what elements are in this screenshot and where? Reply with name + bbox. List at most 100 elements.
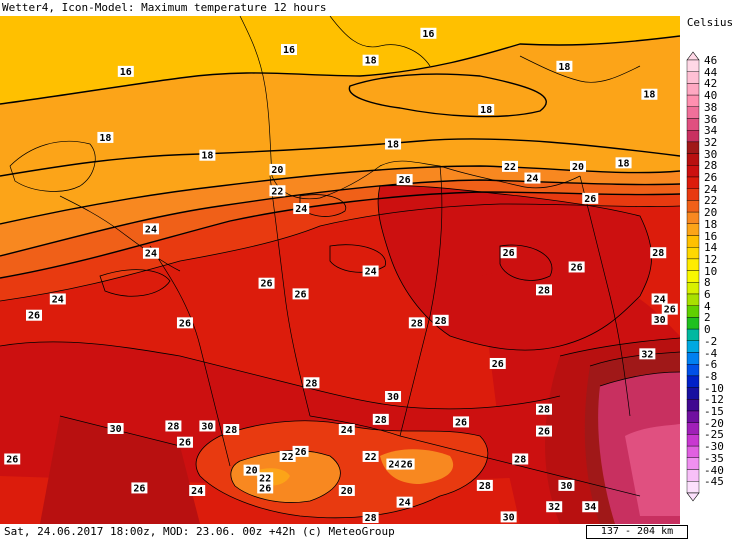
svg-text:28: 28	[167, 421, 179, 432]
contour-label: 30	[199, 420, 216, 432]
legend-swatch	[686, 270, 700, 283]
contour-label: 28	[650, 247, 667, 259]
legend-level-label: -12	[704, 393, 724, 407]
legend-swatch	[686, 176, 700, 189]
legend-level-label: -4	[704, 346, 718, 360]
contour-label: 24	[386, 458, 403, 471]
contour-label: 28	[303, 377, 320, 389]
svg-text:16: 16	[422, 29, 434, 40]
legend-swatch	[686, 246, 700, 260]
legend-swatch	[686, 282, 700, 295]
contour-label: 28	[476, 479, 493, 492]
svg-text:28: 28	[538, 285, 550, 296]
legend-level-label: -40	[704, 463, 724, 477]
contour-label: 26	[292, 445, 309, 458]
legend-level-label: -35	[704, 451, 724, 465]
svg-text:28: 28	[411, 318, 423, 329]
svg-text:22: 22	[271, 186, 283, 197]
contour-label: 22	[257, 472, 274, 484]
svg-text:26: 26	[503, 248, 515, 259]
svg-text:26: 26	[571, 262, 583, 273]
svg-text:18: 18	[365, 56, 377, 67]
legend-swatch	[686, 258, 700, 271]
contour-label: 28	[372, 413, 389, 426]
legend-swatch	[686, 83, 700, 96]
legend-swatch	[686, 94, 700, 107]
svg-text:26: 26	[401, 460, 413, 471]
legend-level-label: 0	[704, 323, 711, 337]
contour-label: 24	[524, 172, 541, 185]
contour-label: 24	[362, 265, 379, 278]
legend-level-label: -6	[704, 358, 718, 372]
legend-level-label: 10	[704, 264, 718, 278]
contour-label: 22	[269, 185, 286, 197]
contour-label: 28	[432, 314, 449, 327]
svg-text:24: 24	[52, 294, 64, 305]
legend-level-label: 2	[704, 311, 711, 325]
svg-text:26: 26	[455, 417, 467, 428]
svg-text:18: 18	[558, 62, 570, 73]
legend-level-label: 4	[704, 299, 711, 313]
legend-swatch	[686, 340, 700, 353]
contour-label: 26	[176, 317, 193, 329]
legend-level-label: 32	[704, 135, 718, 149]
svg-text:30: 30	[387, 392, 399, 403]
legend-level-label: 14	[704, 241, 718, 255]
svg-text:26: 26	[261, 279, 273, 290]
contour-label: 28	[512, 453, 529, 465]
contour-label: 28	[536, 403, 552, 416]
legend-level-label: 22	[704, 194, 718, 208]
contour-label: 30	[558, 479, 575, 492]
legend-swatch	[686, 352, 700, 365]
legend-swatch	[686, 200, 700, 213]
contour-label: 24	[651, 293, 668, 305]
legend-arrow-top	[686, 51, 700, 61]
legend-level-label: 36	[704, 112, 718, 126]
map-title: Wetter4, Icon-Model: Maximum temperature…	[2, 1, 327, 14]
contour-label: 26	[4, 453, 21, 465]
contour-label: 26	[582, 192, 599, 205]
svg-text:24: 24	[295, 204, 307, 215]
temperature-map[interactable]: 16 16 16 18 18 18 18 18 18 18 18 20 20 22 24 26 22 26 24 24…	[0, 16, 680, 524]
legend-level-label: 42	[704, 77, 718, 91]
svg-text:28: 28	[305, 378, 317, 389]
svg-text:24: 24	[145, 249, 157, 260]
svg-text:22: 22	[365, 452, 377, 463]
svg-text:34: 34	[584, 502, 596, 513]
svg-text:26: 26	[179, 438, 191, 449]
svg-text:28: 28	[435, 316, 447, 327]
svg-text:26: 26	[259, 483, 271, 494]
svg-text:18: 18	[643, 90, 655, 101]
contour-label: 24	[49, 293, 66, 305]
svg-text:26: 26	[295, 289, 307, 300]
contour-label: 26	[292, 288, 309, 300]
svg-text:28: 28	[514, 454, 526, 465]
legend-level-label: -45	[704, 475, 724, 489]
svg-text:26: 26	[179, 318, 191, 329]
svg-text:32: 32	[548, 502, 560, 513]
legend-level-label: -10	[704, 381, 724, 395]
svg-text:20: 20	[572, 162, 584, 173]
legend-swatch	[686, 364, 700, 377]
contour-label: 24	[189, 484, 206, 497]
contour-label: 28	[165, 420, 182, 432]
legend-level-label: -2	[704, 334, 718, 348]
contour-label: 16	[281, 44, 297, 56]
svg-text:24: 24	[145, 224, 157, 235]
svg-text:22: 22	[259, 473, 271, 484]
legend-level-label: 24	[704, 182, 718, 196]
legend-level-label: 46	[704, 54, 718, 67]
svg-text:30: 30	[503, 512, 515, 523]
legend-swatch	[686, 481, 700, 494]
legend-level-label: 26	[704, 171, 718, 184]
legend-level-label: 44	[704, 65, 718, 79]
contour-label: 18	[385, 138, 402, 151]
svg-text:30: 30	[110, 424, 122, 435]
svg-text:24: 24	[365, 267, 377, 278]
legend-swatch	[686, 375, 700, 388]
legend-swatch	[686, 422, 700, 435]
legend-swatch	[686, 317, 700, 330]
legend-level-label: -30	[704, 440, 724, 454]
svg-text:28: 28	[652, 248, 664, 259]
svg-text:30: 30	[654, 315, 666, 326]
